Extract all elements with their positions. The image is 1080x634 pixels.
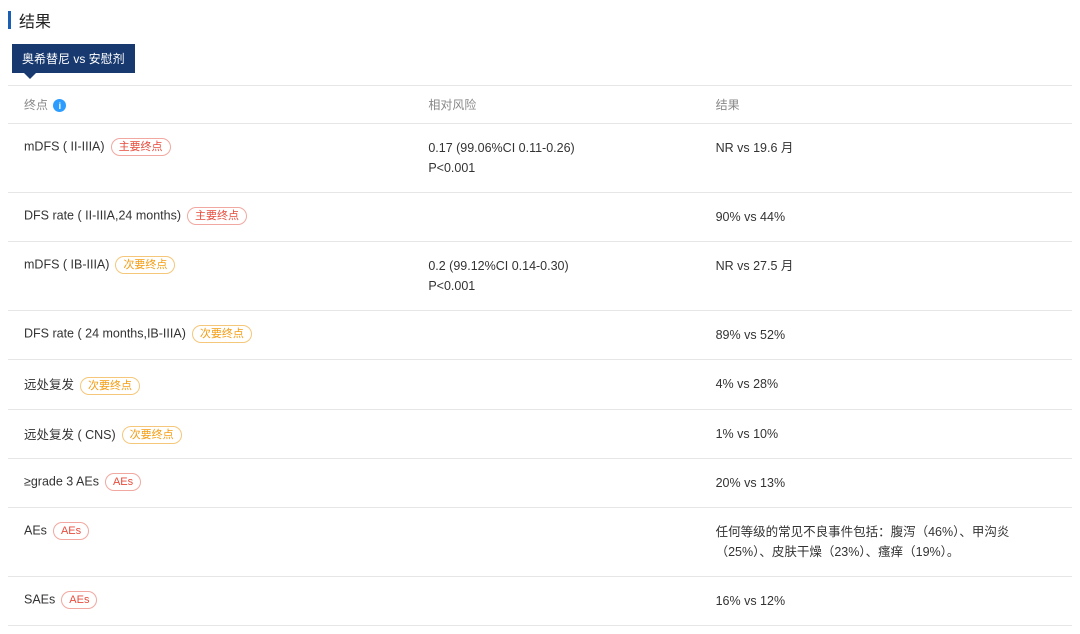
endpoint-badge: AEs bbox=[53, 522, 89, 540]
endpoint-name: DFS rate ( 24 months,IB-IIIA) bbox=[24, 326, 186, 340]
cell-endpoint: 远处复发 ( CNS) 次要终点 bbox=[8, 409, 412, 459]
cell-result: 1% vs 10% bbox=[700, 409, 1072, 459]
endpoint-badge: 次要终点 bbox=[80, 377, 140, 395]
header-result: 结果 bbox=[700, 86, 1072, 124]
results-table: 终点 i 相对风险 结果 mDFS ( II-IIIA) 主要终点 0.17 (99… bbox=[8, 85, 1072, 626]
result-text: 任何等级的常见不良事件包括：腹泻（46%）、甲沟炎（25%）、皮肤干燥（23%）… bbox=[716, 522, 1056, 562]
endpoint-name: DFS rate ( II-IIIA,24 months) bbox=[24, 208, 181, 222]
table-row: mDFS ( IB-IIIA) 次要终点 0.2 (99.12%CI 0.14-0.… bbox=[8, 242, 1072, 311]
cell-endpoint: DFS rate ( II-IIIA,24 months) 主要终点 bbox=[8, 193, 412, 242]
cell-risk: 0.17 (99.06%CI 0.11-0.26)P<0.001 bbox=[412, 124, 699, 193]
table-row: DFS rate ( II-IIIA,24 months) 主要终点 90% vs … bbox=[8, 193, 1072, 242]
header-risk: 相对风险 bbox=[412, 86, 699, 124]
table-row: SAEsAEs 16% vs 12% bbox=[8, 577, 1072, 626]
cell-result: 任何等级的常见不良事件包括：腹泻（46%）、甲沟炎（25%）、皮肤干燥（23%）… bbox=[700, 508, 1072, 577]
result-text: 4% vs 28% bbox=[716, 374, 1056, 394]
table-row: 远处复发次要终点 4% vs 28% bbox=[8, 360, 1072, 410]
endpoint-name: 远处复发 bbox=[24, 378, 74, 392]
endpoint-badge: 次要终点 bbox=[115, 256, 175, 274]
cell-risk bbox=[412, 311, 699, 360]
table-row: DFS rate ( 24 months,IB-IIIA) 次要终点 89% vs … bbox=[8, 311, 1072, 360]
table-row: AEs AEs 任何等级的常见不良事件包括：腹泻（46%）、甲沟炎（25%）、皮肤干… bbox=[8, 508, 1072, 577]
comparison-tab[interactable]: 奥希替尼 vs 安慰剂 bbox=[12, 44, 135, 73]
endpoint-badge: AEs bbox=[105, 473, 141, 491]
result-text: NR vs 27.5 月 bbox=[716, 256, 1056, 276]
endpoint-name: mDFS ( II-IIIA) bbox=[24, 139, 105, 153]
result-text: 90% vs 44% bbox=[716, 207, 1056, 227]
risk-pvalue: P<0.001 bbox=[428, 158, 683, 178]
cell-endpoint: mDFS ( II-IIIA) 主要终点 bbox=[8, 124, 412, 193]
header-endpoint-label: 终点 bbox=[24, 98, 48, 112]
cell-risk bbox=[412, 508, 699, 577]
endpoint-name: ≥grade 3 AEs bbox=[24, 475, 99, 489]
cell-risk: 0.2 (99.12%CI 0.14-0.30)P<0.001 bbox=[412, 242, 699, 311]
endpoint-badge: AEs bbox=[61, 591, 97, 609]
cell-endpoint: AEs AEs bbox=[8, 508, 412, 577]
cell-risk bbox=[412, 193, 699, 242]
cell-endpoint: 远处复发次要终点 bbox=[8, 360, 412, 410]
cell-result: 90% vs 44% bbox=[700, 193, 1072, 242]
risk-pvalue: P<0.001 bbox=[428, 276, 683, 296]
endpoint-badge: 次要终点 bbox=[192, 325, 252, 343]
result-text: 16% vs 12% bbox=[716, 591, 1056, 611]
header-endpoint: 终点 i bbox=[8, 86, 412, 124]
table-row: 远处复发 ( CNS) 次要终点 1% vs 10% bbox=[8, 409, 1072, 459]
risk-value: 0.17 (99.06%CI 0.11-0.26) bbox=[428, 138, 683, 158]
endpoint-badge: 主要终点 bbox=[187, 207, 247, 225]
cell-endpoint: ≥grade 3 AEs AEs bbox=[8, 459, 412, 508]
cell-risk bbox=[412, 409, 699, 459]
cell-result: 4% vs 28% bbox=[700, 360, 1072, 410]
cell-endpoint: SAEsAEs bbox=[8, 577, 412, 626]
endpoint-name: AEs bbox=[24, 524, 47, 538]
section-title: 结果 bbox=[19, 8, 51, 32]
cell-endpoint: DFS rate ( 24 months,IB-IIIA) 次要终点 bbox=[8, 311, 412, 360]
result-text: 89% vs 52% bbox=[716, 325, 1056, 345]
cell-result: NR vs 19.6 月 bbox=[700, 124, 1072, 193]
risk-value: 0.2 (99.12%CI 0.14-0.30) bbox=[428, 256, 683, 276]
cell-result: 20% vs 13% bbox=[700, 459, 1072, 508]
table-row: ≥grade 3 AEs AEs 20% vs 13% bbox=[8, 459, 1072, 508]
result-text: 20% vs 13% bbox=[716, 473, 1056, 493]
table-row: mDFS ( II-IIIA) 主要终点 0.17 (99.06%CI 0.11-0… bbox=[8, 124, 1072, 193]
cell-result: 89% vs 52% bbox=[700, 311, 1072, 360]
info-icon[interactable]: i bbox=[53, 99, 66, 112]
cell-result: 16% vs 12% bbox=[700, 577, 1072, 626]
table-header-row: 终点 i 相对风险 结果 bbox=[8, 86, 1072, 124]
endpoint-badge: 主要终点 bbox=[111, 138, 171, 156]
endpoint-name: 远处复发 ( CNS) bbox=[24, 428, 116, 442]
cell-risk bbox=[412, 577, 699, 626]
cell-result: NR vs 27.5 月 bbox=[700, 242, 1072, 311]
section-header: 结果 bbox=[8, 8, 1072, 32]
cell-endpoint: mDFS ( IB-IIIA) 次要终点 bbox=[8, 242, 412, 311]
endpoint-badge: 次要终点 bbox=[122, 426, 182, 444]
cell-risk bbox=[412, 360, 699, 410]
section-accent-bar bbox=[8, 11, 11, 29]
endpoint-name: mDFS ( IB-IIIA) bbox=[24, 257, 109, 271]
result-text: 1% vs 10% bbox=[716, 424, 1056, 444]
cell-risk bbox=[412, 459, 699, 508]
result-text: NR vs 19.6 月 bbox=[716, 138, 1056, 158]
